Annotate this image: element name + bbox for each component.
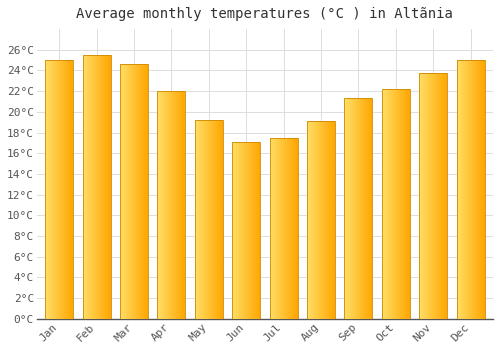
Title: Average monthly temperatures (°C ) in Altãnia: Average monthly temperatures (°C ) in Al… xyxy=(76,7,454,21)
Bar xyxy=(195,120,223,319)
Bar xyxy=(344,98,372,319)
Bar xyxy=(382,89,410,319)
Bar xyxy=(307,121,335,319)
Bar xyxy=(270,138,297,319)
Bar xyxy=(82,55,110,319)
Bar xyxy=(45,60,73,319)
Bar xyxy=(419,72,447,319)
Bar xyxy=(120,64,148,319)
Bar xyxy=(456,60,484,319)
Bar xyxy=(232,142,260,319)
Bar xyxy=(158,91,186,319)
